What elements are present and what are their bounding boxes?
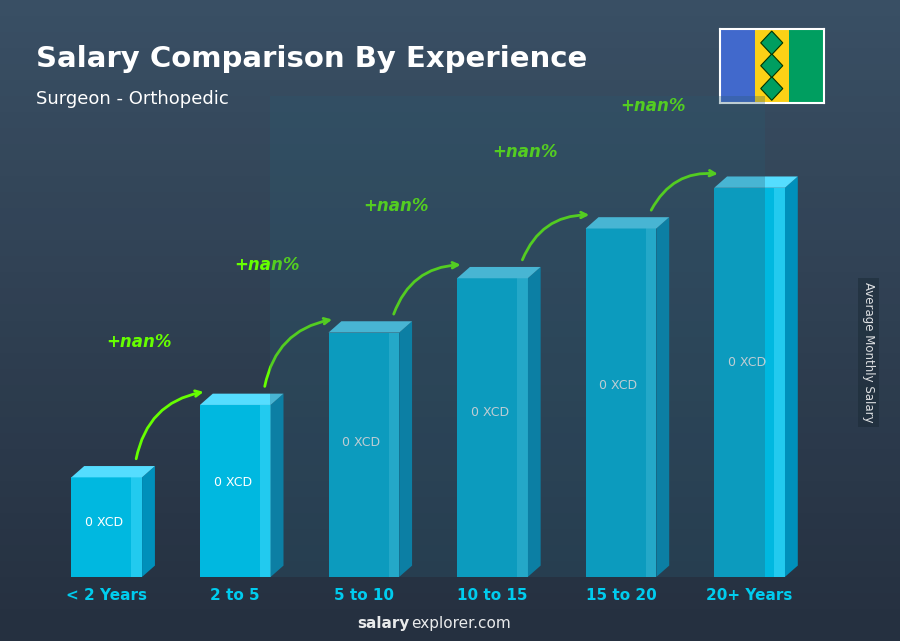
Polygon shape	[260, 405, 271, 577]
Text: 0 XCD: 0 XCD	[471, 406, 508, 419]
Polygon shape	[760, 31, 783, 54]
Polygon shape	[271, 394, 284, 577]
Polygon shape	[586, 217, 670, 228]
Text: +nan%: +nan%	[106, 333, 172, 351]
Polygon shape	[142, 466, 155, 577]
Bar	[789, 29, 824, 103]
Polygon shape	[774, 188, 785, 577]
Polygon shape	[200, 405, 271, 577]
Text: Salary Comparison By Experience: Salary Comparison By Experience	[36, 45, 587, 73]
Text: 0 XCD: 0 XCD	[728, 356, 766, 369]
Polygon shape	[389, 333, 400, 577]
Polygon shape	[457, 267, 541, 278]
Bar	[754, 29, 789, 103]
Polygon shape	[760, 77, 783, 101]
Polygon shape	[656, 217, 670, 577]
Text: Surgeon - Orthopedic: Surgeon - Orthopedic	[36, 90, 229, 108]
Polygon shape	[715, 176, 797, 188]
Polygon shape	[760, 54, 783, 78]
Text: 0 XCD: 0 XCD	[342, 436, 381, 449]
Polygon shape	[715, 188, 785, 577]
Polygon shape	[71, 466, 155, 478]
Text: explorer.com: explorer.com	[411, 617, 511, 631]
Text: +nan%: +nan%	[620, 97, 686, 115]
Polygon shape	[328, 333, 400, 577]
Polygon shape	[131, 478, 142, 577]
Polygon shape	[457, 278, 527, 577]
Polygon shape	[785, 176, 797, 577]
Text: +nan%: +nan%	[235, 256, 301, 274]
Polygon shape	[518, 278, 527, 577]
Polygon shape	[71, 478, 142, 577]
Text: +nan%: +nan%	[491, 143, 557, 161]
Polygon shape	[586, 228, 656, 577]
Text: 0 XCD: 0 XCD	[213, 476, 252, 489]
Text: Average Monthly Salary: Average Monthly Salary	[862, 282, 875, 423]
Text: salary: salary	[357, 617, 410, 631]
Text: 0 XCD: 0 XCD	[599, 379, 637, 392]
Text: 0 XCD: 0 XCD	[86, 515, 123, 529]
Polygon shape	[400, 321, 412, 577]
Polygon shape	[328, 321, 412, 333]
Polygon shape	[200, 394, 284, 405]
Text: +nan%: +nan%	[364, 197, 428, 215]
Bar	[720, 29, 754, 103]
Polygon shape	[646, 228, 656, 577]
Polygon shape	[527, 267, 541, 577]
